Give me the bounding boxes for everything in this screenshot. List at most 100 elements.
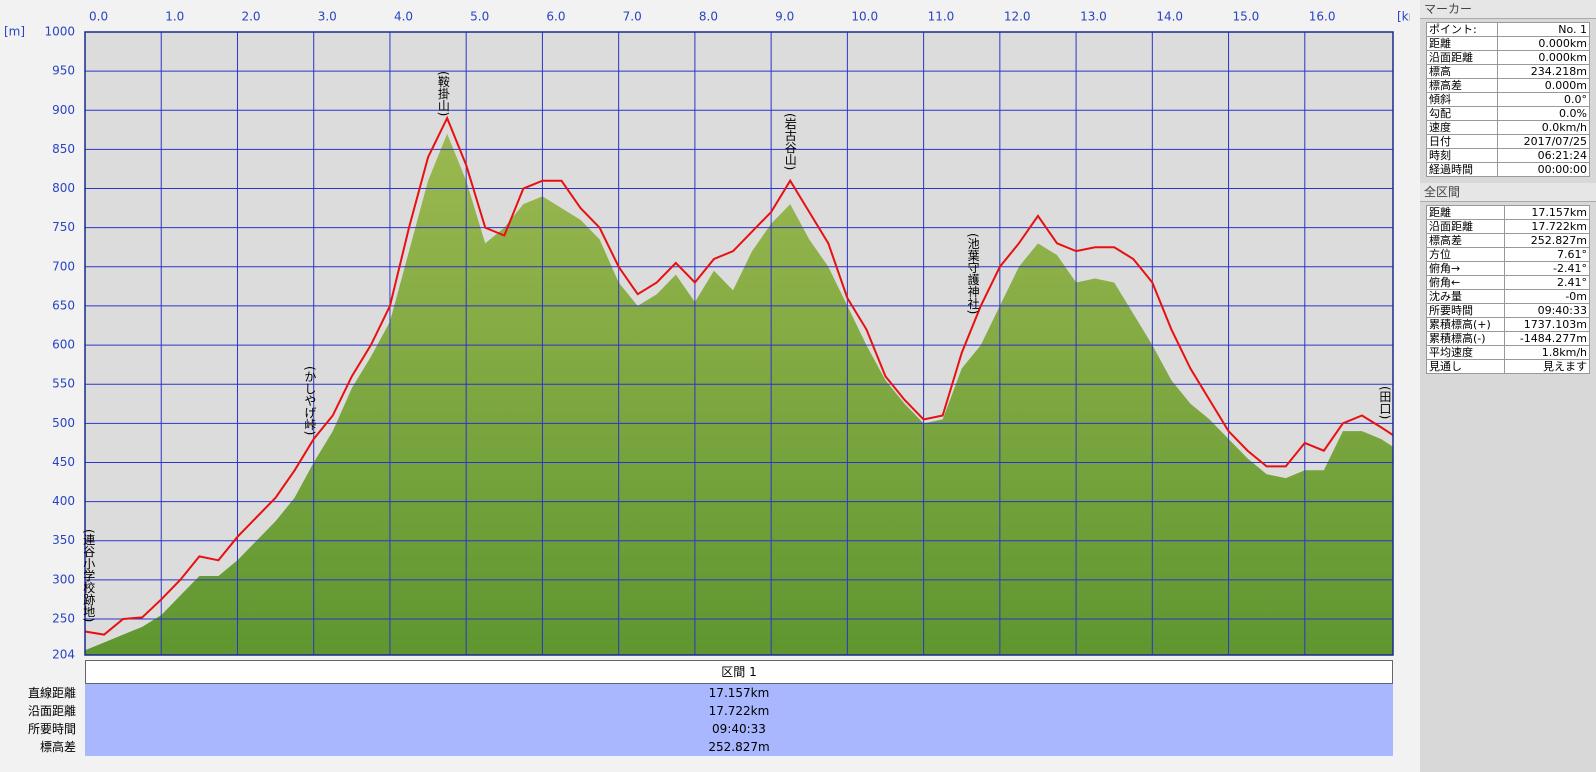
y-tick-label: 400 bbox=[52, 494, 75, 508]
waypoint-label: (連谷小学校跡地) bbox=[81, 528, 96, 623]
y-tick-label: 700 bbox=[52, 259, 75, 273]
section-value: 17.722km bbox=[708, 704, 770, 718]
info-value: 2.41° bbox=[1504, 275, 1590, 290]
x-tick-label: 1.0 bbox=[165, 10, 184, 24]
waypoint-label: (岩古谷山) bbox=[783, 113, 798, 171]
info-label: 累積標高(+) bbox=[1425, 317, 1506, 332]
info-value: -2.41° bbox=[1504, 261, 1590, 276]
section-label: 沿面距離 bbox=[27, 704, 76, 718]
info-row: 俯角→ -2.41° bbox=[1425, 261, 1590, 276]
y-tick-label: 204 bbox=[52, 648, 75, 662]
info-value: 252.827m bbox=[1504, 233, 1590, 248]
info-label: 距離 bbox=[1425, 205, 1506, 220]
info-row: 標高 234.218m bbox=[1426, 64, 1591, 79]
x-tick-label: 7.0 bbox=[623, 10, 642, 24]
info-row: 時刻 06:21:24 bbox=[1426, 148, 1591, 163]
info-value: 見えます bbox=[1504, 359, 1590, 374]
info-label: 傾斜 bbox=[1426, 92, 1498, 107]
info-row: 標高差 0.000m bbox=[1426, 78, 1591, 93]
info-value: 1737.103m bbox=[1504, 317, 1590, 332]
info-label: 経過時間 bbox=[1426, 162, 1498, 177]
info-label: ポイント: bbox=[1426, 22, 1498, 37]
info-label: 俯角→ bbox=[1425, 261, 1506, 276]
info-row: 日付 2017/07/25 bbox=[1426, 134, 1591, 149]
x-tick-label: 13.0 bbox=[1080, 10, 1107, 24]
info-label: 勾配 bbox=[1426, 106, 1498, 121]
total-title: 全区間 bbox=[1420, 183, 1596, 202]
terrain-area bbox=[85, 133, 1393, 656]
info-row: 距離 0.000km bbox=[1426, 36, 1591, 51]
info-value: 06:21:24 bbox=[1496, 148, 1591, 163]
section-label: 所要時間 bbox=[27, 722, 76, 736]
total-table: 距離 17.157km 沿面距離 17.722km 標高差 252.827m 方位 7.61°… bbox=[1425, 205, 1590, 374]
info-row: 累積標高(-) -1484.277m bbox=[1425, 331, 1590, 346]
y-tick-label: 250 bbox=[52, 611, 75, 625]
info-row: 沈み量 -0m bbox=[1425, 289, 1590, 304]
y-tick-label: 1000 bbox=[44, 25, 75, 39]
info-label: 俯角← bbox=[1425, 275, 1506, 290]
x-tick-label: 5.0 bbox=[470, 10, 489, 24]
info-label: 沿面距離 bbox=[1426, 50, 1498, 65]
info-label: 時刻 bbox=[1426, 148, 1498, 163]
info-row: 距離 17.157km bbox=[1425, 205, 1590, 220]
info-row: 速度 0.0km/h bbox=[1426, 120, 1591, 135]
info-value: 234.218m bbox=[1496, 64, 1591, 79]
info-row: 傾斜 0.0° bbox=[1426, 92, 1591, 107]
info-row: 累積標高(+) 1737.103m bbox=[1425, 317, 1590, 332]
info-row: 勾配 0.0% bbox=[1426, 106, 1591, 121]
waypoint-label: (池葉守護神社) bbox=[966, 233, 981, 315]
y-tick-label: 850 bbox=[52, 142, 75, 156]
x-tick-label: 4.0 bbox=[394, 10, 413, 24]
info-row: 所要時間 09:40:33 bbox=[1425, 303, 1590, 318]
y-tick-label: 300 bbox=[52, 572, 75, 586]
x-unit: [km] bbox=[1397, 10, 1410, 24]
info-row: 標高差 252.827m bbox=[1425, 233, 1590, 248]
y-unit: [m] bbox=[4, 25, 25, 39]
x-tick-label: 10.0 bbox=[851, 10, 878, 24]
info-label: 沿面距離 bbox=[1425, 219, 1506, 234]
x-tick-label: 6.0 bbox=[546, 10, 565, 24]
info-label: 標高差 bbox=[1426, 78, 1498, 93]
y-tick-label: 800 bbox=[52, 181, 75, 195]
info-value: No. 1 bbox=[1496, 22, 1591, 37]
y-tick-label: 450 bbox=[52, 455, 75, 469]
info-value: 0.0km/h bbox=[1496, 120, 1591, 135]
info-row: 方位 7.61° bbox=[1425, 247, 1590, 262]
info-label: 標高差 bbox=[1425, 233, 1506, 248]
y-tick-label: 650 bbox=[52, 298, 75, 312]
info-value: 09:40:33 bbox=[1504, 303, 1590, 318]
info-value: 1.8km/h bbox=[1504, 345, 1590, 360]
info-row: 俯角← 2.41° bbox=[1425, 275, 1590, 290]
section-body: 17.157km 17.722km 09:40:33 252.827m bbox=[85, 684, 1393, 756]
section-label: 標高差 bbox=[39, 740, 76, 754]
info-label: 沈み量 bbox=[1425, 289, 1506, 304]
info-value: 17.157km bbox=[1504, 205, 1590, 220]
info-value: 0.000m bbox=[1496, 78, 1591, 93]
info-value: 2017/07/25 bbox=[1496, 134, 1591, 149]
info-value: 0.0° bbox=[1496, 92, 1591, 107]
info-value: -0m bbox=[1504, 289, 1590, 304]
x-tick-label: 8.0 bbox=[699, 10, 718, 24]
y-tick-label: 750 bbox=[52, 220, 75, 234]
section-value: 252.827m bbox=[708, 740, 770, 754]
plot-border bbox=[84, 31, 1394, 656]
track-line bbox=[84, 115, 1394, 636]
x-tick-label: 16.0 bbox=[1309, 10, 1336, 24]
marker-table: ポイント: No. 1 距離 0.000km 沿面距離 0.000km 標高 234.218m… bbox=[1426, 22, 1591, 177]
x-tick-label: 0.0 bbox=[89, 10, 108, 24]
waypoint-label: (田口) bbox=[1377, 386, 1392, 420]
info-label: 距離 bbox=[1426, 36, 1498, 51]
info-value: 0.000km bbox=[1496, 36, 1591, 51]
x-tick-label: 12.0 bbox=[1004, 10, 1031, 24]
info-value: 0.000km bbox=[1496, 50, 1591, 65]
info-panel: マーカー ポイント: No. 1 距離 0.000km 沿面距離 0.000km 標高 234… bbox=[1420, 0, 1596, 772]
info-value: 17.722km bbox=[1504, 219, 1590, 234]
info-label: 方位 bbox=[1425, 247, 1506, 262]
y-tick-label: 950 bbox=[52, 64, 75, 78]
info-row: 沿面距離 17.722km bbox=[1425, 219, 1590, 234]
y-tick-label: 550 bbox=[52, 377, 75, 391]
section-header: 区間 1 bbox=[85, 660, 1393, 684]
x-tick-label: 2.0 bbox=[241, 10, 260, 24]
info-label: 日付 bbox=[1426, 134, 1498, 149]
